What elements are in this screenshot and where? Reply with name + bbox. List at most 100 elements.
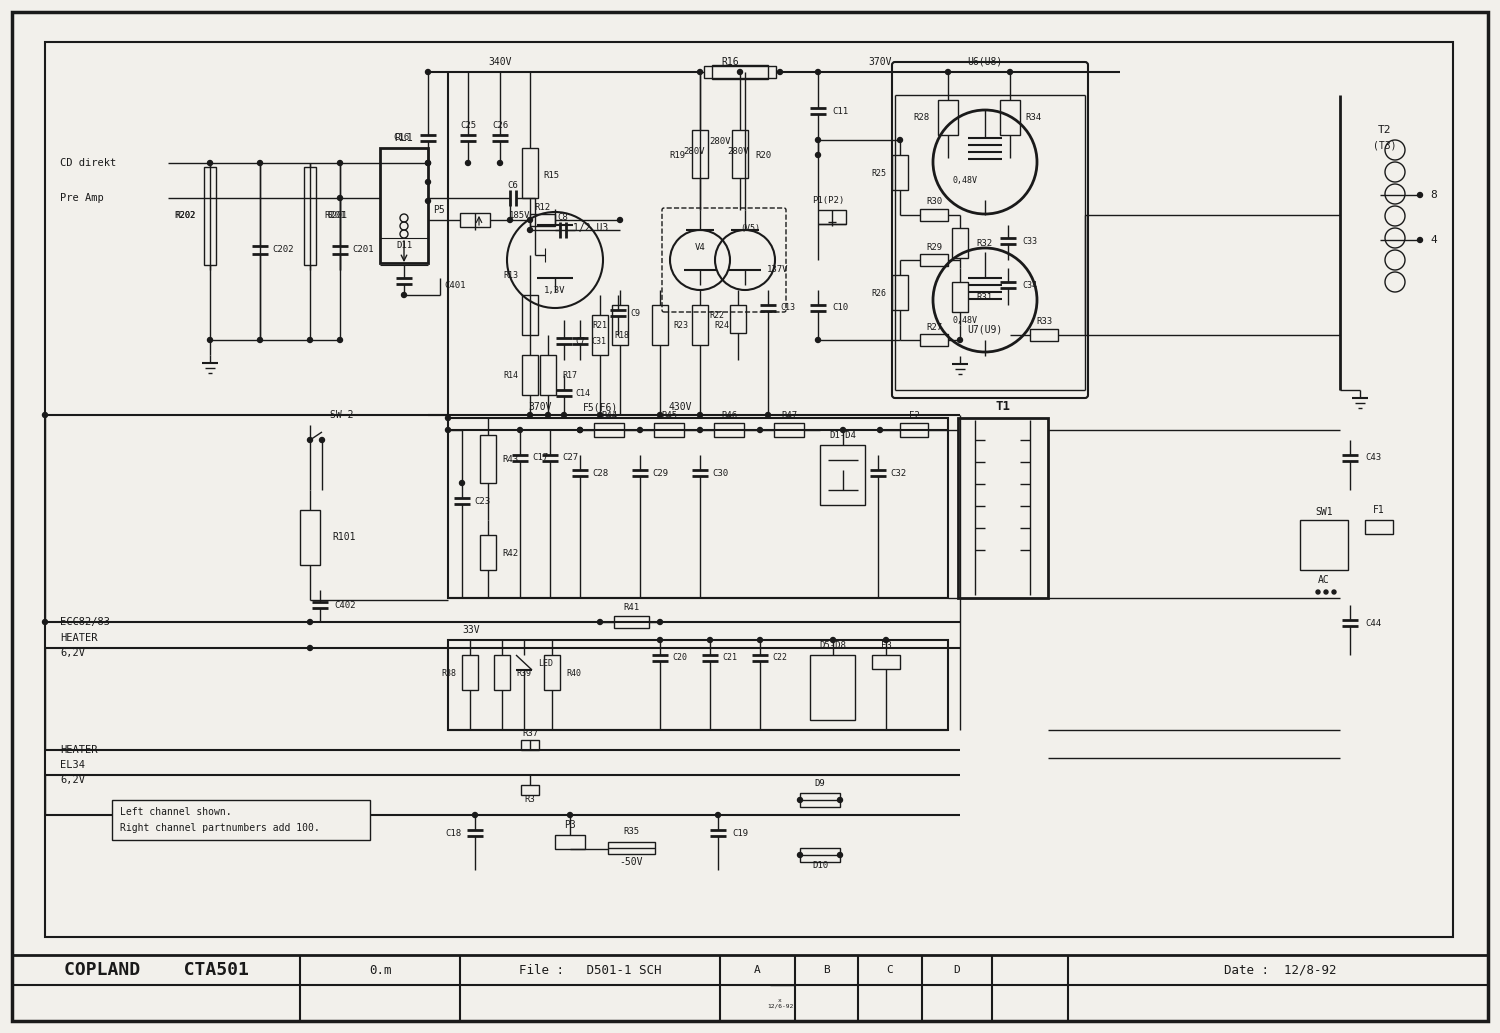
Text: F5(F6): F5(F6): [582, 402, 618, 412]
Bar: [448, 640, 948, 730]
Bar: [920, 254, 948, 267]
Circle shape: [459, 480, 465, 486]
Text: CD direkt: CD direkt: [60, 158, 117, 168]
Circle shape: [698, 412, 702, 417]
Circle shape: [518, 428, 522, 433]
Text: 370V: 370V: [868, 57, 891, 67]
Text: COPLAND    CTA501: COPLAND CTA501: [63, 961, 249, 979]
Circle shape: [657, 412, 663, 417]
Circle shape: [1316, 590, 1320, 594]
Circle shape: [561, 412, 567, 417]
Bar: [871, 655, 900, 669]
Circle shape: [758, 637, 762, 643]
Text: U6(U8): U6(U8): [968, 57, 1002, 67]
Circle shape: [207, 338, 213, 343]
Text: T1: T1: [996, 401, 1011, 413]
Text: Pre Amp: Pre Amp: [60, 193, 104, 204]
Bar: [920, 209, 948, 221]
Bar: [480, 535, 496, 570]
Text: R47: R47: [782, 410, 796, 419]
Text: R33: R33: [1036, 317, 1052, 326]
Bar: [448, 418, 948, 598]
Bar: [1030, 328, 1057, 341]
Text: 340V: 340V: [489, 57, 512, 67]
Text: F3: F3: [880, 640, 891, 650]
Text: AC: AC: [1318, 575, 1330, 585]
Text: R41: R41: [622, 603, 639, 613]
Circle shape: [578, 428, 582, 433]
Circle shape: [738, 69, 742, 74]
Text: C20: C20: [672, 654, 687, 662]
Text: C17: C17: [532, 453, 548, 463]
Text: 6,2V: 6,2V: [60, 775, 86, 785]
Text: 4: 4: [1430, 234, 1437, 245]
Circle shape: [42, 412, 48, 417]
Text: D1-D4: D1-D4: [830, 431, 856, 439]
Text: C402: C402: [334, 600, 356, 609]
Text: 280V: 280V: [682, 148, 705, 157]
Text: 0,48V: 0,48V: [952, 315, 978, 324]
Bar: [608, 842, 656, 854]
Bar: [520, 785, 538, 795]
Text: 280V: 280V: [710, 137, 730, 147]
Circle shape: [426, 160, 430, 165]
Bar: [614, 616, 650, 628]
Circle shape: [698, 69, 702, 74]
Text: x
12/6-92: x 12/6-92: [766, 998, 794, 1008]
Text: 1/2 U3: 1/2 U3: [573, 223, 609, 233]
Text: C7: C7: [574, 337, 585, 345]
Bar: [730, 305, 746, 333]
Text: R202: R202: [176, 211, 195, 219]
Bar: [692, 305, 708, 345]
Text: C: C: [886, 965, 894, 975]
Circle shape: [831, 637, 836, 643]
Circle shape: [320, 438, 324, 442]
Circle shape: [338, 160, 342, 165]
Text: HEATER: HEATER: [60, 633, 98, 643]
Text: C22: C22: [772, 654, 788, 662]
Circle shape: [1418, 192, 1422, 197]
Text: R26: R26: [871, 288, 886, 298]
Text: C19: C19: [732, 828, 748, 838]
Bar: [460, 213, 490, 227]
Bar: [892, 275, 908, 310]
Circle shape: [816, 153, 821, 157]
Bar: [821, 445, 866, 505]
Bar: [300, 510, 320, 565]
Circle shape: [1418, 238, 1422, 243]
Bar: [692, 130, 708, 178]
Text: 6,2V: 6,2V: [60, 648, 86, 658]
Circle shape: [472, 813, 477, 817]
Circle shape: [446, 415, 450, 420]
Text: R17: R17: [562, 371, 578, 379]
Circle shape: [1008, 69, 1013, 74]
Circle shape: [798, 797, 802, 803]
Text: C10: C10: [833, 304, 848, 313]
Text: (V5): (V5): [740, 223, 760, 232]
Bar: [380, 148, 427, 263]
Text: P5: P5: [433, 205, 445, 215]
Text: R39: R39: [516, 668, 531, 678]
Circle shape: [816, 69, 821, 74]
Text: D: D: [954, 965, 960, 975]
Text: C16: C16: [394, 133, 410, 143]
Bar: [540, 355, 556, 395]
Bar: [958, 418, 1048, 598]
Circle shape: [498, 160, 502, 165]
Text: R13: R13: [503, 271, 518, 280]
Text: D10: D10: [812, 860, 828, 870]
Bar: [544, 655, 560, 690]
Circle shape: [338, 338, 342, 343]
Bar: [45, 42, 1454, 937]
Bar: [952, 228, 968, 258]
Text: R43: R43: [503, 456, 518, 465]
Text: F2: F2: [909, 410, 920, 419]
Text: R202: R202: [174, 212, 196, 220]
Circle shape: [638, 428, 642, 433]
Text: C32: C32: [890, 469, 906, 477]
Text: V4: V4: [694, 244, 705, 252]
Circle shape: [597, 412, 603, 417]
Text: C201: C201: [352, 246, 374, 254]
Text: R37: R37: [522, 729, 538, 739]
Circle shape: [338, 195, 342, 200]
